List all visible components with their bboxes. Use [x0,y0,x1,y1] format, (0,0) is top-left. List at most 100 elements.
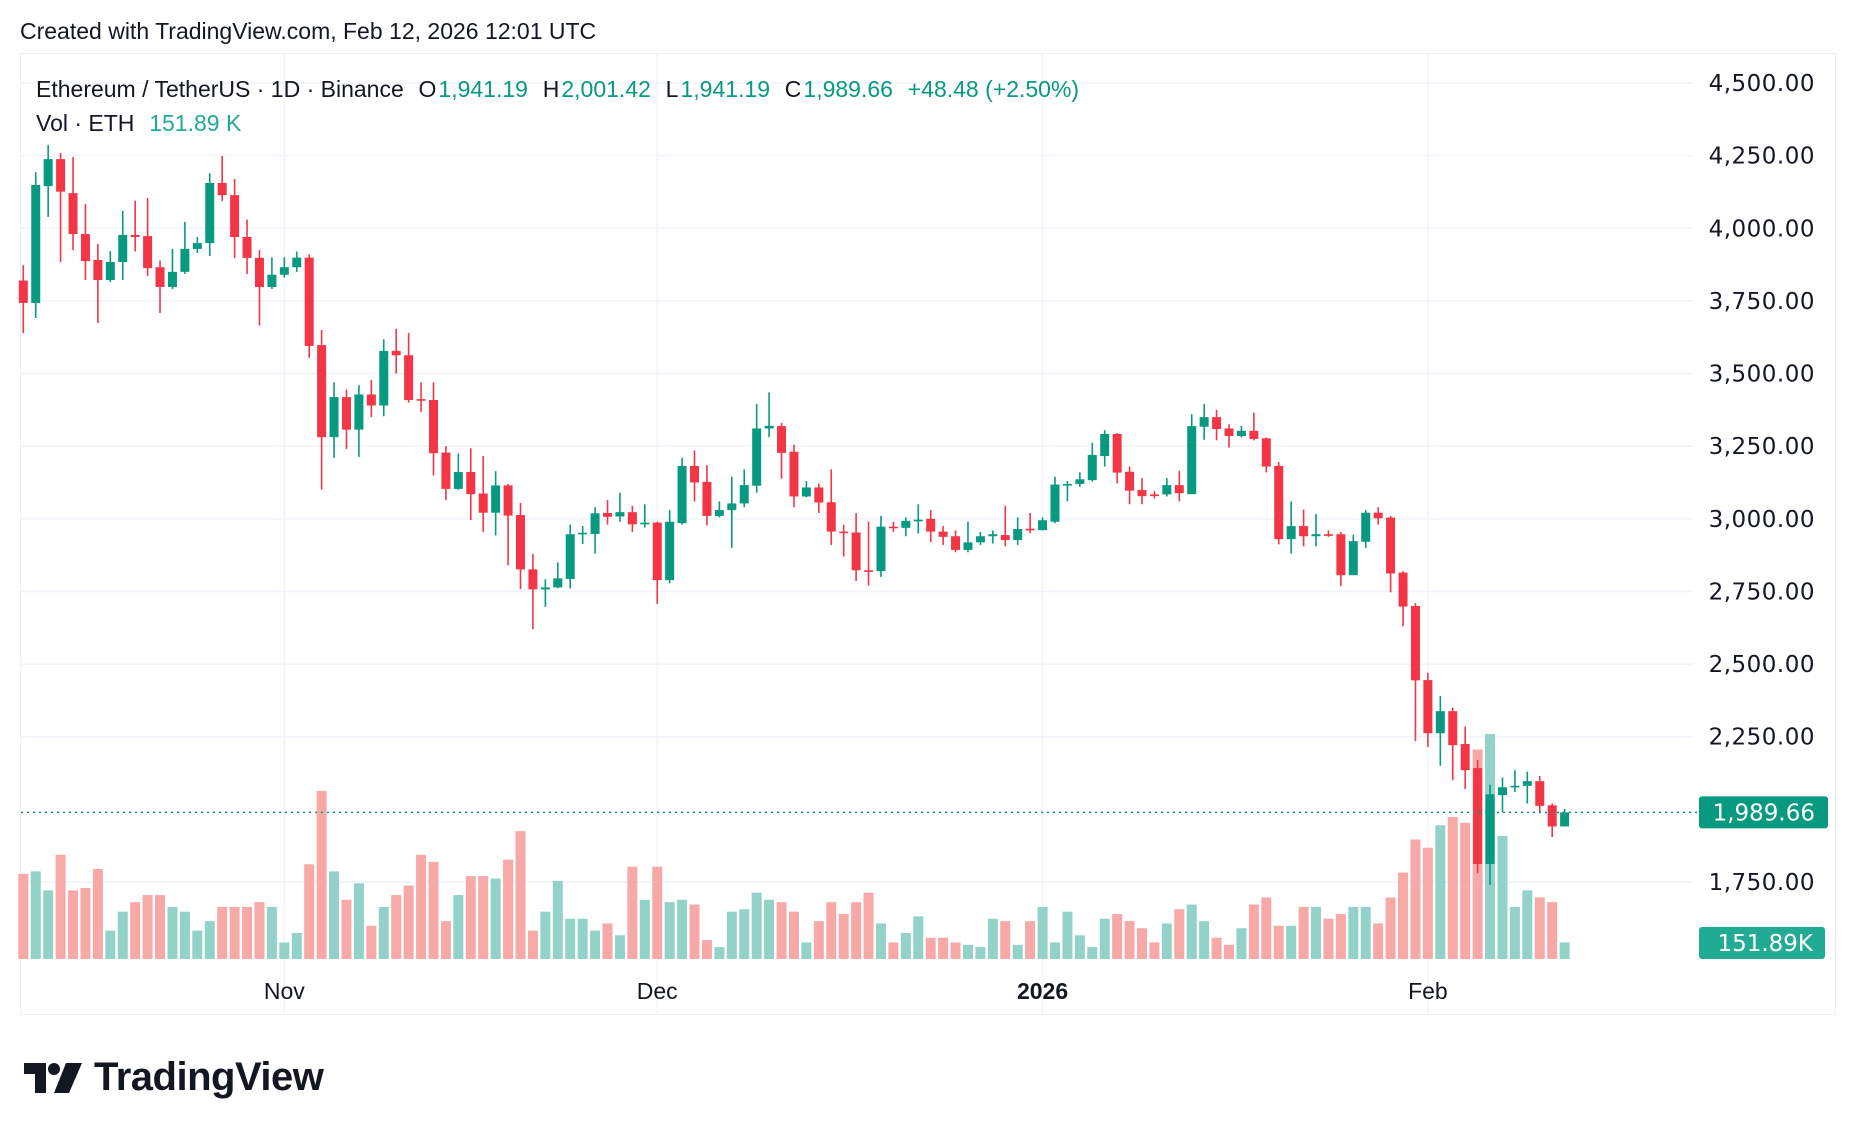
volume-bar [490,878,501,959]
volume-bar [1559,942,1570,959]
candle-body [1448,711,1458,746]
volume-label[interactable]: Vol · ETH [36,110,135,136]
candles [18,144,1570,885]
volume-bar [1074,935,1085,959]
candle-body [901,520,911,528]
candle-body [1386,517,1396,574]
volume-bar [453,895,464,959]
volume-bar [1261,897,1272,959]
chart-frame [20,53,1836,1015]
candle-body [888,526,898,529]
candle-body [366,394,376,406]
candle-body [1174,485,1184,494]
candle-body [43,159,53,187]
volume-bar [1062,911,1073,959]
candle-body [1274,465,1284,540]
volume-bar [577,918,588,959]
last-price-label: 1,989.66 [1713,800,1815,826]
volume-bar [1522,890,1533,959]
candle-body [1199,417,1209,427]
close-value: 1,989.66 [803,76,893,102]
volume-bar [217,906,228,959]
volume-bar [80,887,91,959]
candle-body [192,243,202,249]
candle-body [1497,787,1507,796]
volume-bar [776,902,787,959]
candle-body [652,522,662,581]
volume-bar [950,942,961,959]
candle-body [714,510,724,516]
candle-body [1535,781,1545,806]
volume-bar [130,902,141,959]
price-tick-label: 4,500.00 [1709,71,1815,97]
volume-bar [478,876,489,959]
candle-body [254,257,264,287]
candle-body [1348,541,1358,576]
volume-bar [18,873,29,959]
candle-body [789,451,799,497]
candle-body [1398,572,1408,607]
candle-body [478,493,488,513]
open-value: 1,941.19 [438,76,528,102]
candle-body [1125,471,1135,491]
candle-body [428,399,438,454]
volume-bar [987,918,998,959]
candle-body [292,257,302,268]
volume-bar [30,871,41,959]
tradingview-logo-icon [24,1062,82,1093]
volume-bar [316,790,327,959]
volume-value: 151.89 K [149,110,242,136]
volume-bar [440,921,451,959]
high-label: H [542,76,560,102]
candle-body [851,532,861,571]
volume-bar [1435,825,1446,959]
tradingview-logo[interactable]: TradingView [24,1055,324,1100]
legend-volume-row: Vol · ETH 151.89 K [36,106,1081,140]
candle-body [1435,711,1445,734]
candle-body [1311,534,1321,537]
candle-body [1187,426,1197,495]
volume-bar [304,864,315,959]
candle-body [267,274,277,287]
volume-bar [242,906,253,959]
volume-bar [602,923,613,959]
volume-bar [366,925,377,959]
price-tick-label: 2,250.00 [1709,725,1815,751]
candle-body [1025,528,1035,531]
volume-bar [527,930,538,959]
price-tick-label: 2,500.00 [1709,652,1815,678]
candle-body [167,271,177,287]
volume-bar [503,859,514,959]
time-tick-label: Dec [637,978,678,1004]
candle-body [56,159,66,192]
volume-bar [92,868,103,959]
volume-bar [1012,944,1023,959]
candle-body [304,257,314,346]
candle-body [217,182,227,196]
candle-body [1075,479,1085,484]
legend-price-row: Ethereum / TetherUS · 1D · Binance O1,94… [36,72,1081,106]
volume-bar [68,890,79,959]
candle-body [130,234,140,237]
volume-bar [851,902,862,959]
volume-bar [751,892,762,959]
candle-body [329,397,339,438]
candle-body [975,536,985,543]
volume-bar [55,854,66,959]
volume-bar [1211,937,1222,959]
price-tick-label: 2,750.00 [1709,579,1815,605]
volume-bar [1149,942,1160,959]
volume-bar [1199,921,1210,959]
candle-body [677,465,687,524]
volume-bar [938,937,949,959]
volume-bar [764,899,775,959]
symbol-title[interactable]: Ethereum / TetherUS · 1D · Binance [36,76,404,102]
candle-body [317,345,327,438]
volume-bar [863,892,874,959]
candle-body [516,515,525,570]
candle-body [1112,433,1122,473]
candle-body [279,267,289,275]
volume-bar [913,916,924,959]
candle-body [615,512,625,517]
